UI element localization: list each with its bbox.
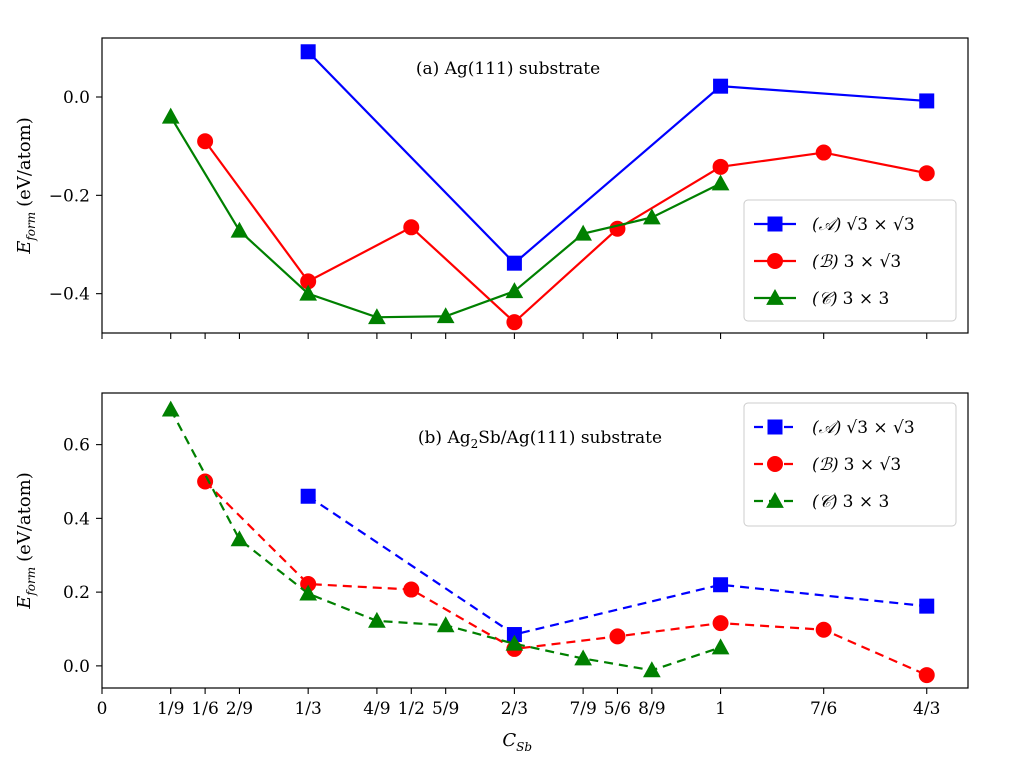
x-tick-label: 4/9 — [363, 699, 390, 719]
y-tick-label: −0.2 — [49, 186, 90, 206]
x-tick-label: 2/3 — [501, 699, 528, 719]
x-tick-label: 1/9 — [157, 699, 184, 719]
legend-entry: (𝒜) √3 × √3 — [812, 215, 915, 235]
series-circle — [197, 473, 935, 684]
data-point — [506, 255, 522, 271]
x-tick-label: 0 — [97, 699, 108, 719]
data-point — [403, 581, 420, 598]
data-point — [815, 144, 832, 161]
x-tick-label: 1/3 — [294, 699, 321, 719]
x-tick-label: 4/3 — [913, 699, 940, 719]
data-point — [368, 308, 386, 325]
y-tick-label: 0.6 — [63, 436, 90, 456]
plot-frame — [101, 37, 969, 334]
data-point — [403, 219, 420, 236]
panel-annotation: (b) Ag2Sb/Ag(111) substrate — [418, 428, 662, 451]
data-point — [574, 224, 592, 241]
legend-entry: (𝒞) 3 × 3 — [812, 289, 889, 309]
legend-entry: (ℬ) 3 × √3 — [812, 455, 901, 475]
legend-box — [743, 402, 957, 527]
data-point — [299, 584, 318, 601]
series-line — [204, 140, 927, 324]
legend-marker — [767, 419, 783, 435]
series-square — [300, 488, 935, 643]
legend: (𝒜) √3 × √3 (ℬ) 3 × √3 (𝒞) 3 × 3 — [743, 402, 957, 527]
series-triangle — [161, 107, 730, 325]
legend-marker — [767, 253, 783, 269]
x-tick-label: 7/6 — [810, 699, 837, 719]
data-point — [505, 282, 524, 299]
x-tick-label: 5/9 — [432, 699, 459, 719]
data-point — [505, 634, 524, 651]
data-point — [197, 133, 214, 150]
data-point — [230, 221, 249, 238]
data-point — [642, 208, 661, 225]
data-point — [712, 615, 729, 632]
panel-annotation: (a) Ag(111) substrate — [416, 59, 600, 79]
y-tick-label: 0.4 — [63, 509, 90, 529]
data-point — [574, 649, 592, 666]
series-line — [204, 480, 928, 677]
data-point — [711, 638, 730, 655]
legend-entry: (𝒞) 3 × 3 — [812, 492, 889, 512]
legend-entry: (ℬ) 3 × √3 — [812, 252, 901, 272]
data-point — [436, 616, 455, 633]
x-tick-label: 1/2 — [398, 699, 425, 719]
x-tick-label: 7/9 — [569, 699, 596, 719]
data-point — [300, 44, 316, 60]
data-point — [815, 621, 832, 638]
data-point — [713, 577, 729, 593]
data-point — [436, 307, 455, 324]
data-point — [919, 93, 935, 109]
bottom-panel: 0 1/9 1/6 2/9 1/3 4/9 1/2 5/9 2/3 7/9 5/6 8/9 1 7/6 4/… — [14, 392, 969, 754]
data-point — [642, 661, 661, 678]
data-point — [161, 107, 180, 124]
y-tick-label: −0.4 — [49, 285, 90, 305]
legend-marker — [767, 216, 783, 232]
y-axis-label: Eform(eV/atom) — [14, 117, 38, 255]
series-line — [307, 50, 927, 265]
legend-marker — [766, 288, 784, 305]
data-point — [300, 488, 316, 504]
legend-marker — [766, 491, 784, 508]
x-tick-label: 1 — [715, 699, 726, 719]
series-square — [300, 44, 935, 271]
data-point — [711, 174, 730, 191]
series-circle — [197, 133, 935, 331]
plot-frame — [101, 392, 969, 689]
data-point — [919, 598, 935, 614]
top-panel: 0.0 −0.2 −0.4 Eform(eV/atom) (a) Ag(111) sub… — [14, 37, 969, 339]
data-point — [609, 628, 626, 645]
x-axis-label: CSb — [502, 730, 532, 754]
data-point — [197, 473, 214, 490]
data-point — [918, 165, 935, 182]
data-point — [230, 530, 249, 547]
data-point — [713, 78, 729, 94]
data-point — [712, 158, 729, 175]
x-tick-label: 8/9 — [638, 699, 665, 719]
y-tick-label: 0.2 — [63, 583, 90, 603]
x-tick-label: 1/6 — [191, 699, 218, 719]
data-point — [918, 667, 935, 684]
data-point — [161, 400, 180, 417]
y-tick-label: 0.0 — [63, 88, 90, 108]
series-triangle — [161, 400, 730, 678]
legend: (𝒜) √3 × √3 (ℬ) 3 × √3 (𝒞) 3 × 3 — [743, 199, 957, 322]
legend-entry: (𝒜) √3 × √3 — [812, 418, 915, 438]
x-tick-label: 2/9 — [226, 699, 253, 719]
x-tick-label: 5/6 — [604, 699, 631, 719]
data-point — [506, 314, 523, 331]
y-axis-label: Eform(eV/atom) — [14, 472, 38, 610]
data-point — [299, 284, 318, 301]
legend-marker — [767, 456, 783, 472]
y-tick-label: 0.0 — [63, 657, 90, 677]
data-point — [368, 611, 386, 628]
legend-box — [743, 199, 957, 322]
series-line — [307, 495, 927, 636]
